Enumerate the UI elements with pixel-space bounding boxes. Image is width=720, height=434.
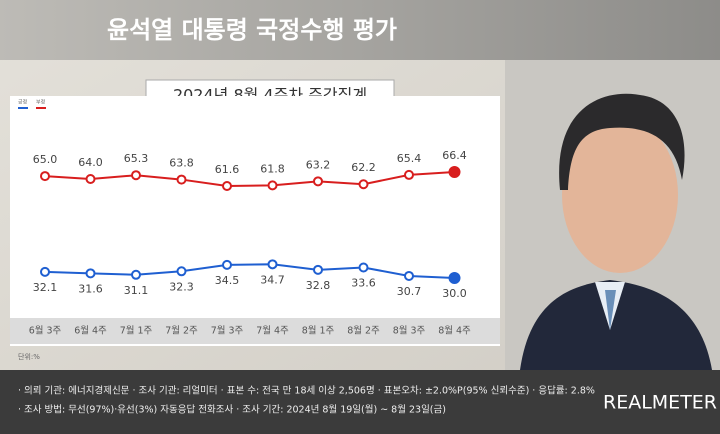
data-label: 32.8 xyxy=(306,279,331,292)
data-point xyxy=(131,269,141,280)
data-label: 65.0 xyxy=(33,153,58,166)
data-label: 63.2 xyxy=(306,158,331,171)
data-label: 63.8 xyxy=(169,157,194,170)
data-label: 33.6 xyxy=(351,277,376,290)
x-tick-label: 7월 3주 xyxy=(211,325,244,337)
footer-line: · 조사 방법: 무선(97%)·유선(3%) 자동응답 전화조사 · 조사 기… xyxy=(18,404,446,416)
x-tick-label: 6월 3주 xyxy=(29,325,62,337)
data-point xyxy=(131,170,141,181)
x-tick-label: 6월 4주 xyxy=(74,325,107,337)
legend-label: 부정 xyxy=(36,99,45,106)
x-tick-label: 7월 2주 xyxy=(165,325,198,337)
data-label: 64.0 xyxy=(78,156,103,169)
data-point xyxy=(358,262,369,273)
footer-line: · 의뢰 기관: 에너지경제신문 · 조사 기관: 리얼미터 · 표본 수: 전… xyxy=(18,385,595,397)
data-point xyxy=(313,176,323,187)
data-point xyxy=(40,171,50,182)
data-point xyxy=(222,180,232,191)
x-tick-label: 7월 4주 xyxy=(256,325,289,337)
data-label: 66.4 xyxy=(442,149,467,162)
data-label: 61.8 xyxy=(260,162,285,175)
data-label: 65.4 xyxy=(397,152,422,165)
data-label: 65.3 xyxy=(124,152,149,165)
data-label: 30.0 xyxy=(442,287,467,300)
x-tick-label: 8월 4주 xyxy=(438,325,471,337)
brand: REALMETER xyxy=(603,392,717,414)
data-label: 32.1 xyxy=(33,281,58,294)
data-label: 34.7 xyxy=(260,273,285,286)
x-tick-label: 8월 1주 xyxy=(302,325,335,337)
legend-label: 긍정 xyxy=(18,99,27,106)
chart-title: 윤석열 대통령 국정수행 평가 xyxy=(107,16,397,44)
data-label: 32.3 xyxy=(169,280,194,293)
data-point xyxy=(176,174,187,185)
data-label: 31.6 xyxy=(78,282,103,295)
data-label: 30.7 xyxy=(397,285,422,298)
data-label: 62.2 xyxy=(351,161,376,174)
data-point xyxy=(404,169,414,180)
data-point xyxy=(358,179,369,190)
data-point xyxy=(313,264,323,275)
title-bar xyxy=(0,0,720,60)
x-tick-label: 8월 3주 xyxy=(393,325,426,337)
data-label: 61.6 xyxy=(215,163,240,176)
x-tick-label: 7월 1주 xyxy=(120,325,153,337)
data-point xyxy=(176,266,187,277)
footer-bar xyxy=(0,370,720,434)
data-label: 31.1 xyxy=(124,284,149,297)
unit-label: 단위:% xyxy=(18,352,40,361)
x-tick-label: 8월 2주 xyxy=(347,325,380,337)
data-point xyxy=(267,180,278,191)
data-point xyxy=(85,173,96,184)
series-line xyxy=(44,171,455,187)
data-point xyxy=(448,166,461,178)
portrait xyxy=(505,60,720,370)
data-label: 34.5 xyxy=(215,274,240,287)
data-point xyxy=(222,259,232,270)
plot-panel xyxy=(10,96,500,346)
category-band xyxy=(10,318,500,344)
data-point xyxy=(267,259,278,270)
data-point xyxy=(85,268,96,279)
series-line xyxy=(44,263,455,279)
data-point xyxy=(404,270,414,281)
data-point xyxy=(448,272,461,284)
data-point xyxy=(40,266,50,277)
